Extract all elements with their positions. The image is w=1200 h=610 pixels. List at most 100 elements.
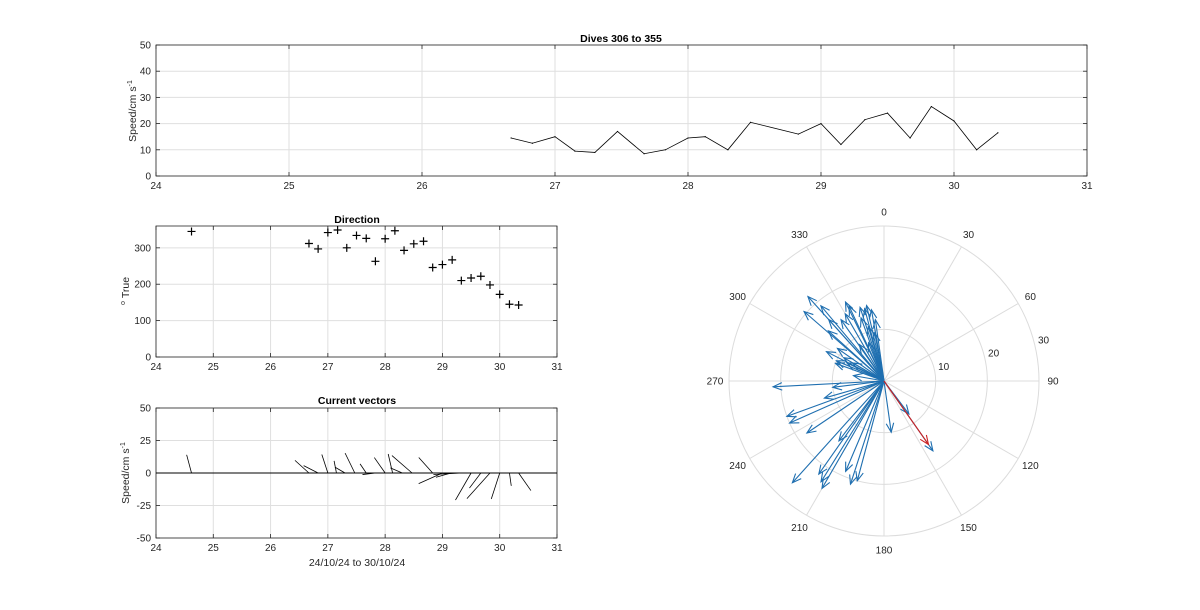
polar-vector-head	[868, 308, 878, 320]
polar-vector	[870, 309, 885, 382]
direction-title: Direction	[334, 214, 380, 226]
direction-point	[485, 280, 494, 289]
vector-stick	[418, 472, 443, 484]
vector-stick	[303, 465, 319, 474]
polar-mean-vector	[883, 380, 929, 445]
vectors-xtick-label: 27	[322, 543, 334, 554]
polar-vector	[807, 296, 885, 382]
speed-xtick-label: 30	[948, 181, 960, 192]
polar-vector-head	[860, 316, 869, 328]
speed-point	[594, 151, 596, 154]
polar-vector	[837, 347, 885, 382]
polar-vector-head	[852, 372, 864, 382]
polar-vector	[845, 380, 885, 472]
vectors-ytick-label: 0	[145, 469, 151, 480]
polar-vector	[824, 380, 885, 399]
polar-vector-head	[817, 464, 828, 476]
direction-xtick-label: 25	[208, 362, 220, 373]
polar-vector-head	[872, 318, 881, 330]
polar-vector	[840, 319, 885, 382]
vector-stick	[359, 463, 367, 474]
polar-theta-label: 300	[729, 292, 746, 303]
vector-stick	[387, 453, 393, 474]
speed-point	[797, 133, 799, 135]
polar-vector-head	[848, 304, 857, 316]
speed-ytick-label: 10	[140, 145, 152, 156]
direction-axes-box	[155, 225, 558, 358]
vectors-xtick-label: 28	[380, 543, 392, 554]
polar-vector	[856, 380, 885, 481]
polar-vector	[786, 380, 885, 417]
vector-stick	[344, 452, 356, 474]
direction-point	[438, 260, 447, 269]
vectors-xlabel: 24/10/24 to 30/10/24	[309, 557, 405, 569]
vector-stick	[469, 472, 482, 489]
polar-vector-head	[821, 478, 831, 490]
vector-stick	[518, 472, 532, 491]
speed-xtick-label: 27	[549, 181, 561, 192]
direction-xtick-label: 24	[150, 362, 162, 373]
vector-stick	[334, 466, 346, 474]
polar-vector-head	[855, 471, 864, 483]
polar-vector	[844, 313, 885, 382]
direction-xtick-label: 31	[551, 362, 563, 373]
speed-xtick-label: 26	[416, 181, 428, 192]
polar-vector	[848, 305, 885, 382]
polar-r-label: 30	[1038, 335, 1050, 346]
polar-vector	[773, 380, 885, 388]
direction-point	[323, 228, 332, 237]
polar-vector-head	[885, 422, 895, 434]
polar-vector-head	[844, 312, 854, 324]
speed-point	[909, 137, 911, 139]
speed-ytick-label: 20	[140, 119, 152, 130]
vectors-xtick-label: 30	[494, 543, 506, 554]
polar-vector-head	[844, 300, 854, 312]
speed-point	[976, 149, 978, 151]
polar-vector-head	[785, 409, 797, 418]
polar-vector	[849, 380, 885, 485]
speed-ytick-label: 40	[140, 67, 152, 78]
speed-point	[687, 137, 689, 139]
polar-vector-head	[823, 391, 835, 400]
polar-vector	[846, 362, 885, 382]
vector-stick	[418, 457, 433, 474]
direction-point	[314, 244, 323, 253]
direction-point	[514, 300, 523, 309]
speed-point	[554, 136, 556, 138]
direction-point	[362, 234, 371, 243]
speed-xtick-label: 24	[150, 181, 162, 192]
polar-theta-label: 30	[963, 230, 975, 241]
polar-vector-head	[858, 305, 867, 318]
speed-panel: Dives 306 to 355 Speed/cm s-1 24 25 26 27 28…	[127, 33, 1093, 192]
polar-vector	[832, 380, 885, 388]
direction-point	[342, 243, 351, 252]
polar-spoke	[749, 380, 885, 459]
polar-vector-head	[900, 404, 910, 416]
direction-point	[495, 290, 504, 299]
polar-vector-head	[866, 325, 875, 337]
direction-xtick-label: 27	[322, 362, 334, 373]
vector-stick	[466, 472, 491, 499]
polar-theta-label: 270	[707, 377, 724, 388]
direction-ytick-label: 200	[134, 280, 151, 291]
polar-theta-label: 210	[791, 523, 808, 534]
vectors-ylabel: Speed/cm s-1	[120, 442, 132, 504]
polar-theta-label: 0	[881, 208, 887, 219]
direction-panel: Direction oTrue 24 25 26 27 28 29 30 31 0 100 200 3…	[120, 214, 563, 373]
polar-vector-head	[864, 304, 873, 316]
vectors-ytick-label: -50	[137, 534, 152, 545]
direction-point	[400, 246, 409, 255]
speed-ytick-label: 30	[140, 93, 152, 104]
polar-vector-head	[806, 295, 818, 306]
direction-xtick-label: 26	[265, 362, 277, 373]
speed-title: Dives 306 to 355	[580, 33, 662, 45]
speed-ytick-label: 50	[140, 41, 152, 52]
vectors-xtick-label: 25	[208, 543, 220, 554]
polar-vector	[883, 380, 892, 433]
polar-vector	[818, 380, 885, 475]
polar-vector	[868, 342, 885, 382]
vectors-panel: Current vectors Speed/cm s-1 24/10/24 to…	[120, 395, 563, 569]
polar-spoke	[883, 246, 962, 382]
polar-vector	[806, 380, 885, 434]
polar-vector	[820, 380, 885, 483]
